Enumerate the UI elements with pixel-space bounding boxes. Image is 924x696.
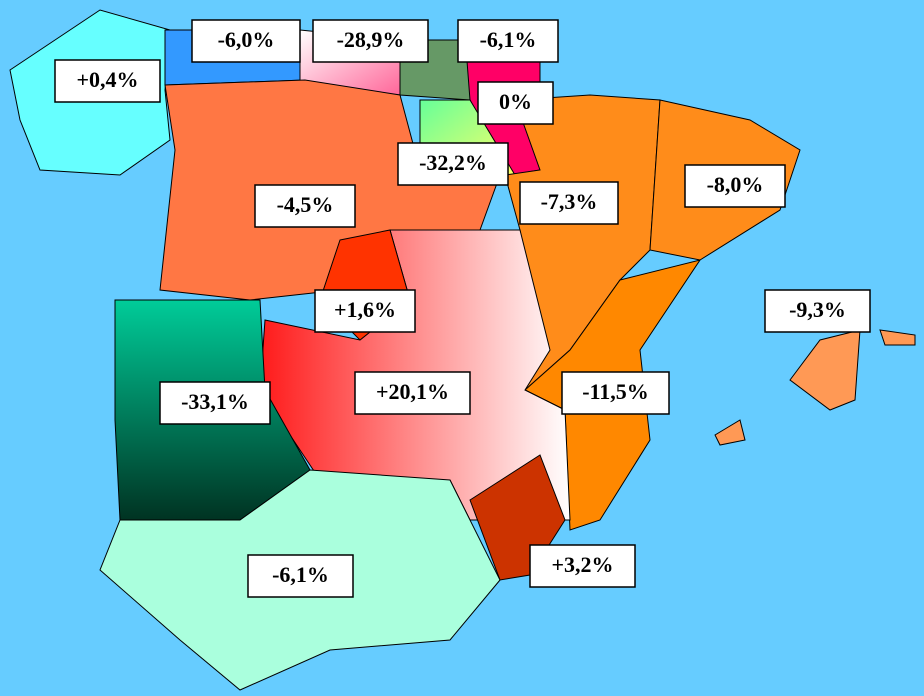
label-box [314, 289, 416, 333]
region-label: -6,1% [480, 27, 537, 52]
region-label: -33,1% [181, 389, 249, 414]
label-box [561, 371, 670, 415]
menorca [879, 329, 916, 346]
region-label: -4,5% [277, 192, 334, 217]
label-box [247, 554, 354, 598]
region-label: -6,1% [272, 562, 329, 587]
label-box [457, 19, 559, 63]
region-label: -32,2% [419, 150, 487, 175]
label-box [254, 184, 356, 228]
region-label: +0,4% [76, 67, 138, 92]
region-label: +1,6% [334, 297, 396, 322]
region-label: -9,3% [789, 297, 846, 322]
region-label: +3,2% [551, 552, 613, 577]
label-box [312, 19, 429, 63]
baleares [789, 329, 861, 411]
region-label: -28,9% [337, 27, 405, 52]
label-box [159, 381, 271, 425]
ibiza [714, 419, 746, 446]
label-box [764, 289, 871, 333]
label-box [54, 59, 161, 103]
label-box [191, 19, 301, 63]
label-box [354, 371, 471, 415]
label-box [397, 142, 509, 186]
label-box [477, 81, 554, 125]
label-box [529, 544, 636, 588]
label-box [684, 164, 786, 208]
label-box [519, 181, 619, 225]
region-label: -8,0% [707, 172, 764, 197]
region-label: -11,5% [582, 379, 649, 404]
region-label: -7,3% [541, 189, 598, 214]
region-label: -6,0% [218, 27, 275, 52]
region-label: 0% [499, 89, 532, 114]
region-label: +20,1% [376, 379, 449, 404]
